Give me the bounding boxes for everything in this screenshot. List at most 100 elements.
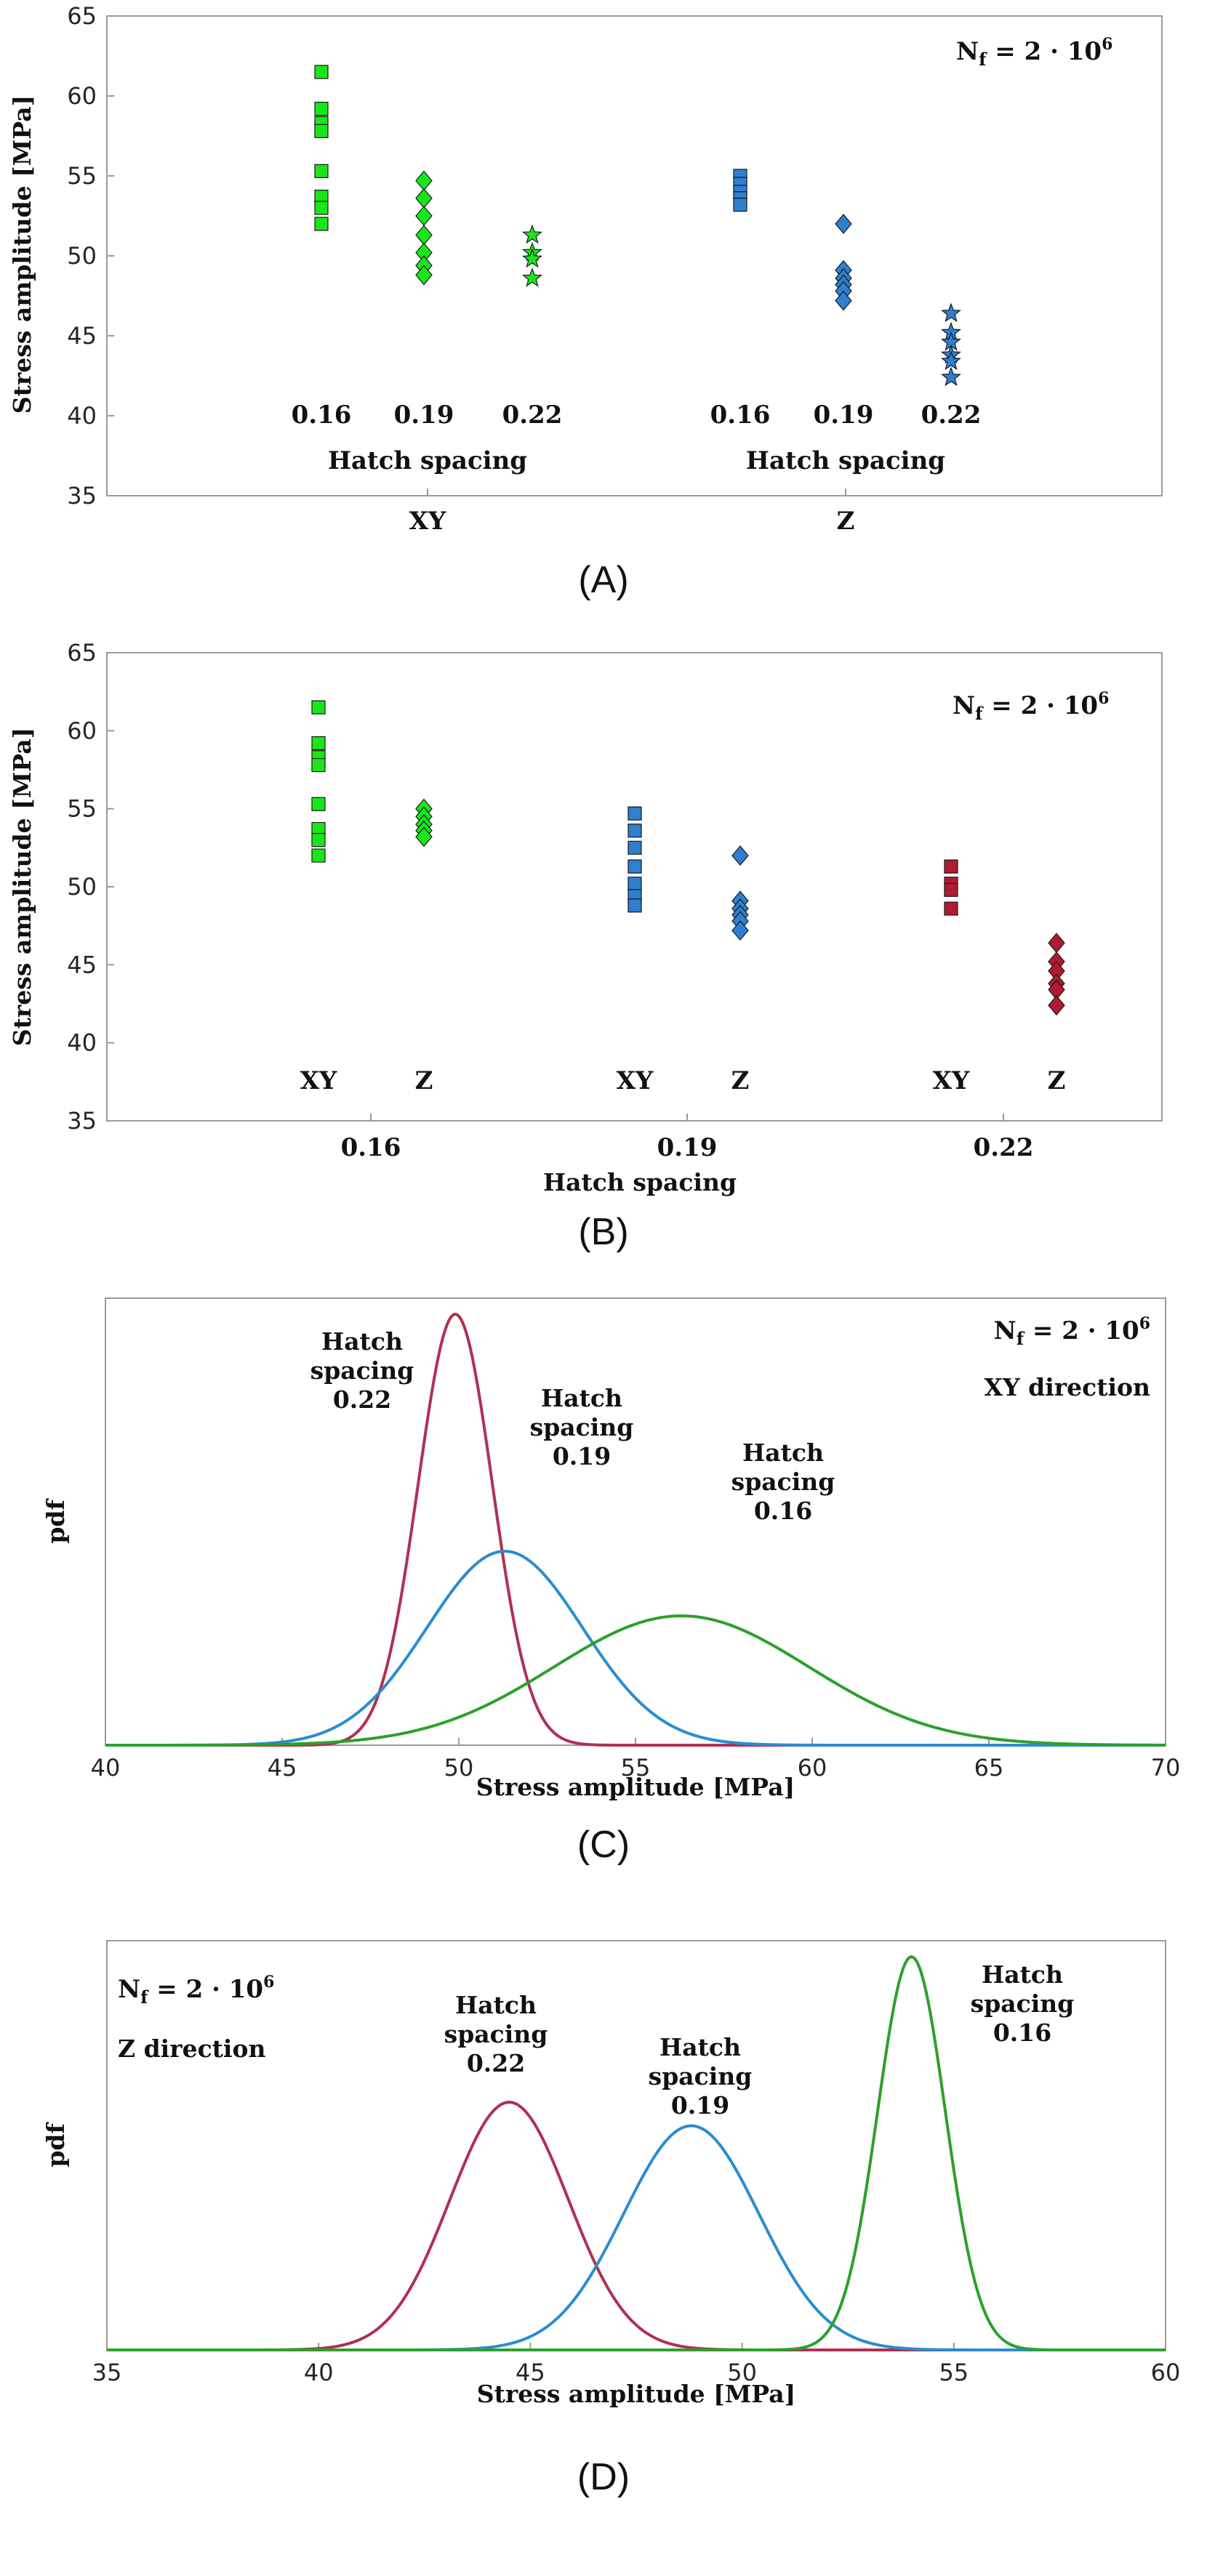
curve-label: Hatch [321,1327,403,1356]
y-tick-label: 65 [67,2,97,30]
data-point [415,170,433,191]
data-point [415,206,433,226]
pdf-curve [105,1614,1166,1747]
nf-symbol: N [953,691,975,720]
hatch-value-label: 0.22 [921,401,982,430]
nf-subscript: f [979,49,987,70]
x-tick-label: 65 [974,1754,1004,1782]
nf-expression: = 2 · 10 [986,37,1102,66]
nf-exponent: 6 [1098,689,1109,708]
y-tick-label: 40 [67,1029,97,1057]
data-point [314,102,329,116]
y-tick-label: 60 [67,82,97,110]
y-tick-label: 50 [67,873,97,901]
direction-group-label: XY [409,507,446,536]
data-point [731,845,749,866]
y-tick-label: 65 [67,639,97,667]
data-point [941,302,961,323]
data-point [835,214,852,234]
curve-label: 0.22 [333,1385,391,1414]
y-tick-label: 55 [67,162,97,190]
y-tick-label: 35 [67,482,97,510]
data-point [627,840,642,855]
nf-expression: = 2 · 10 [982,691,1098,720]
curve-label: Hatch [455,1991,537,2019]
curve-label: 0.16 [754,1497,812,1525]
curve-label: spacing [649,2062,753,2090]
hatch-value-label: 0.19 [657,1133,718,1162]
hatch-spacing-label: Hatch spacing [328,446,527,475]
y-axis-label: pdf [41,1499,70,1544]
data-point [1048,995,1065,1016]
y-axis-label: Stress amplitude [MPa] [8,95,36,414]
data-point [941,366,961,387]
x-tick-label: 40 [304,2359,334,2386]
x-tick-label: 45 [516,2359,545,2386]
nf-expression: = 2 · 10 [1024,1316,1139,1345]
curve-label: spacing [731,1468,835,1496]
y-tick-label: 45 [67,951,97,978]
data-point [311,736,326,751]
x-tick-label: 40 [91,1754,121,1782]
data-point [522,248,542,268]
direction-annotation: XY direction [984,1373,1150,1401]
data-point [415,225,433,246]
curve-label: 0.16 [993,2018,1051,2047]
direction-label: XY [617,1066,654,1095]
panel-label: (C) [577,1824,630,1866]
data-point [415,826,433,848]
pdf-curve [105,1550,1166,1747]
cycles-annotation: Nf = 2 · 106 [953,689,1109,724]
hatch-value-label: 0.19 [814,401,874,430]
data-point [314,201,329,215]
hatch-value-label: 0.22 [502,401,563,430]
data-point [314,217,329,231]
direction-label: XY [300,1066,337,1095]
data-point [944,882,958,897]
nf-symbol: N [956,37,979,66]
x-axis-label: Hatch spacing [543,1168,737,1196]
data-point [627,898,642,913]
data-point [415,188,433,209]
data-point [311,797,326,811]
data-point [627,824,642,838]
curve-label: 0.19 [553,1442,611,1470]
panel-label: (A) [578,559,628,601]
direction-label: Z [415,1066,433,1095]
panel-a: 35 40 45 50 55 60 65 Stress amplitude [MPa] 0.16… [8,2,1163,601]
panel-label: (B) [578,1211,628,1253]
nf-subscript: f [140,1987,149,2008]
data-point [627,859,642,874]
y-tick-label: 60 [67,717,97,744]
data-point [311,700,326,715]
y-axis-label: pdf [41,2122,70,2168]
nf-subscript: f [975,703,984,724]
direction-label: XY [933,1066,970,1095]
panel-c: 40 45 50 55 60 65 70 Stress amplitude [MPa] pdf H… [41,1297,1180,1866]
pdf-curve [107,2101,1166,2351]
cycles-annotation: Nf = 2 · 106 [956,35,1112,70]
data-point [415,265,433,286]
nf-exponent: 6 [263,1973,274,1992]
x-tick-label: 55 [621,1754,651,1782]
pdf-curve [107,2124,1166,2351]
nf-symbol: N [994,1316,1016,1345]
data-point [522,224,542,244]
data-point [944,859,958,874]
data-point [944,901,958,916]
data-point [731,920,749,941]
x-tick-label: 50 [727,2359,757,2386]
cycles-annotation: Nf = 2 · 106 [118,1973,274,2008]
pdf-curve [107,1955,1166,2351]
data-point [733,198,747,212]
data-point [311,757,326,773]
data-point [627,877,642,891]
plot-frame [105,1297,1166,1746]
data-point [311,833,326,848]
cycles-annotation: Nf = 2 · 106 [994,1314,1150,1349]
y-tick-label: 40 [67,402,97,430]
x-tick-label: 55 [939,2359,969,2386]
panel-d: 35 40 45 50 55 60 Stress amplitude [MPa] pdf Hat… [41,1940,1180,2498]
curve-label: spacing [444,2020,548,2048]
